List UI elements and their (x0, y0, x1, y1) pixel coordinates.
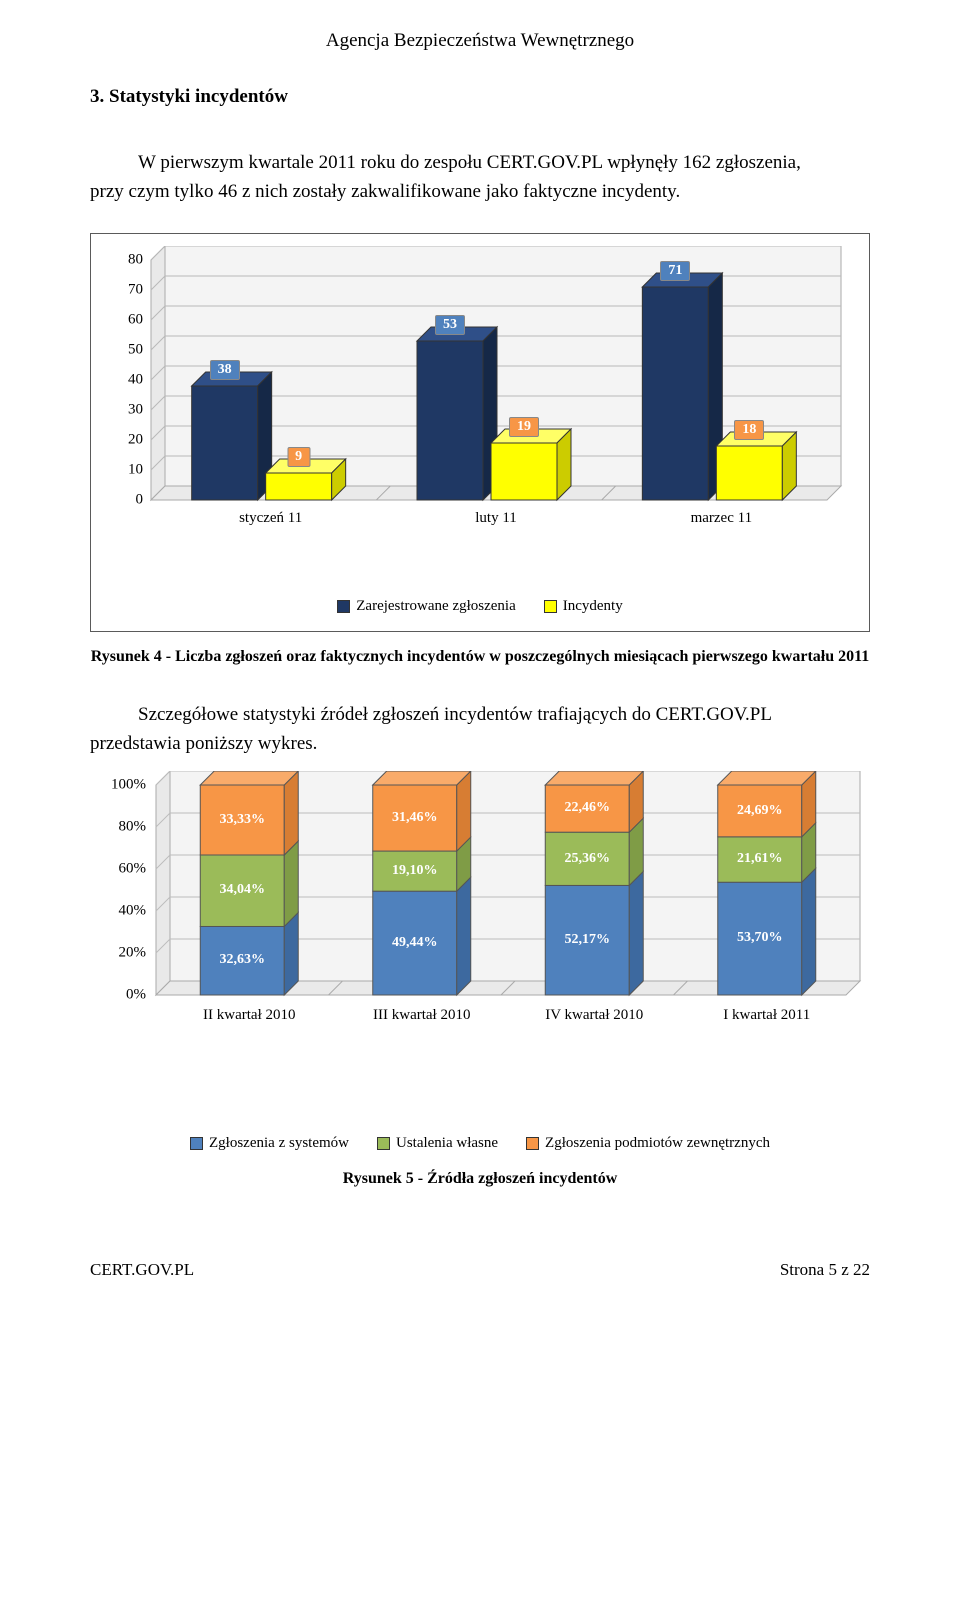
paragraph-2: Szczegółowe statystyki źródeł zgłoszeń i… (90, 700, 870, 759)
p1-line-b: przy czym tylko 46 z nich zostały zakwal… (90, 181, 680, 202)
chart2-segment-label: 24,69% (737, 803, 783, 819)
chart2-legend-item: Zgłoszenia z systemów (190, 1135, 349, 1152)
chart1-ytick: 70 (109, 281, 143, 298)
chart2-legend-item: Zgłoszenia podmiotów zewnętrznych (526, 1135, 770, 1152)
chart1-value-label: 19 (509, 417, 539, 437)
footer-right: Strona 5 z 22 (780, 1260, 870, 1280)
chart2-caption: Rysunek 5 - Źródła zgłoszeń incydentów (90, 1170, 870, 1188)
chart2-ytick: 60% (90, 860, 146, 877)
chart1-legend-item: Incydenty (544, 598, 623, 615)
chart1-xlabel: marzec 11 (691, 510, 753, 527)
chart2-ytick: 20% (90, 944, 146, 961)
chart1-ytick: 20 (109, 431, 143, 448)
chart2-xlabel: IV kwartał 2010 (545, 1007, 643, 1024)
chart2-xlabel: II kwartał 2010 (203, 1007, 295, 1024)
chart2-legend-item: Ustalenia własne (377, 1135, 498, 1152)
chart1-ytick: 50 (109, 341, 143, 358)
chart2-segment-label: 52,17% (565, 932, 611, 948)
chart2-plot: 0%20%40%60%80%100%II kwartał 201032,63%3… (90, 785, 870, 1075)
chart1-xlabel: styczeń 11 (239, 510, 302, 527)
section-heading: 3. Statystyki incydentów (90, 86, 870, 108)
chart1-value-label: 38 (210, 360, 240, 380)
chart2-segment-label: 21,61% (737, 851, 783, 867)
chart2-container: 0%20%40%60%80%100%II kwartał 201032,63%3… (90, 785, 870, 1152)
chart2-ytick: 100% (90, 776, 146, 793)
p2-line-b: przedstawia poniższy wykres. (90, 733, 317, 754)
chart1-legend-item: Zarejestrowane zgłoszenia (337, 598, 516, 615)
chart2-segment-label: 49,44% (392, 935, 438, 951)
chart1-value-label: 18 (734, 420, 764, 440)
chart2-segment-label: 32,63% (220, 952, 266, 968)
chart2-ytick: 0% (90, 986, 146, 1003)
chart2-segment-label: 53,70% (737, 930, 783, 946)
chart1-legend: Zarejestrowane zgłoszenia Incydenty (109, 598, 851, 615)
chart1-caption: Rysunek 4 - Liczba zgłoszeń oraz faktycz… (90, 648, 870, 666)
chart2-xlabel: III kwartał 2010 (373, 1007, 470, 1024)
chart2-segment-label: 25,36% (565, 851, 611, 867)
page-header: Agencja Bezpieczeństwa Wewnętrznego (90, 30, 870, 52)
chart2-segment-label: 34,04% (220, 882, 266, 898)
chart1-ytick: 80 (109, 251, 143, 268)
paragraph-1: W pierwszym kwartale 2011 roku do zespoł… (90, 148, 870, 207)
chart1-ytick: 10 (109, 461, 143, 478)
chart2-segment-label: 33,33% (220, 812, 266, 828)
chart1-ytick: 30 (109, 401, 143, 418)
chart1-value-label: 9 (287, 447, 310, 467)
p1-line-a: W pierwszym kwartale 2011 roku do zespoł… (138, 152, 801, 173)
chart1-ytick: 0 (109, 491, 143, 508)
chart1-ytick: 60 (109, 311, 143, 328)
chart2-ytick: 40% (90, 902, 146, 919)
page-footer: CERT.GOV.PL Strona 5 z 22 (0, 1242, 960, 1300)
chart2-legend: Zgłoszenia z systemów Ustalenia własne Zgł… (90, 1135, 870, 1152)
chart1-plot: 01020304050607080styczeń 11389luty 11531… (109, 260, 851, 550)
p2-line-a: Szczegółowe statystyki źródeł zgłoszeń i… (138, 704, 772, 725)
chart2-xlabel: I kwartał 2011 (723, 1007, 810, 1024)
chart1-value-label: 71 (660, 261, 690, 281)
chart2-segment-label: 22,46% (565, 800, 611, 816)
chart1-container: 0 10 20 30 40 50 60 70 80 styczeń 11 38 9 luty 11 53 1… (90, 233, 870, 632)
footer-left: CERT.GOV.PL (90, 1260, 194, 1280)
chart2-segment-label: 31,46% (392, 810, 438, 826)
chart2-ytick: 80% (90, 818, 146, 835)
chart1-ytick: 40 (109, 371, 143, 388)
chart2-segment-label: 19,10% (392, 863, 438, 879)
chart1-value-label: 53 (435, 315, 465, 335)
chart1-xlabel: luty 11 (475, 510, 517, 527)
